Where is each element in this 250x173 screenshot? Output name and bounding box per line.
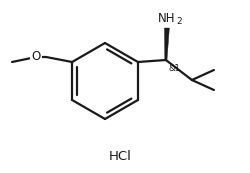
Text: 2: 2	[176, 16, 182, 25]
Text: O: O	[32, 51, 41, 63]
Text: HCl: HCl	[108, 149, 132, 162]
Text: &1: &1	[169, 64, 181, 73]
Polygon shape	[164, 28, 169, 60]
Text: NH: NH	[158, 12, 176, 25]
